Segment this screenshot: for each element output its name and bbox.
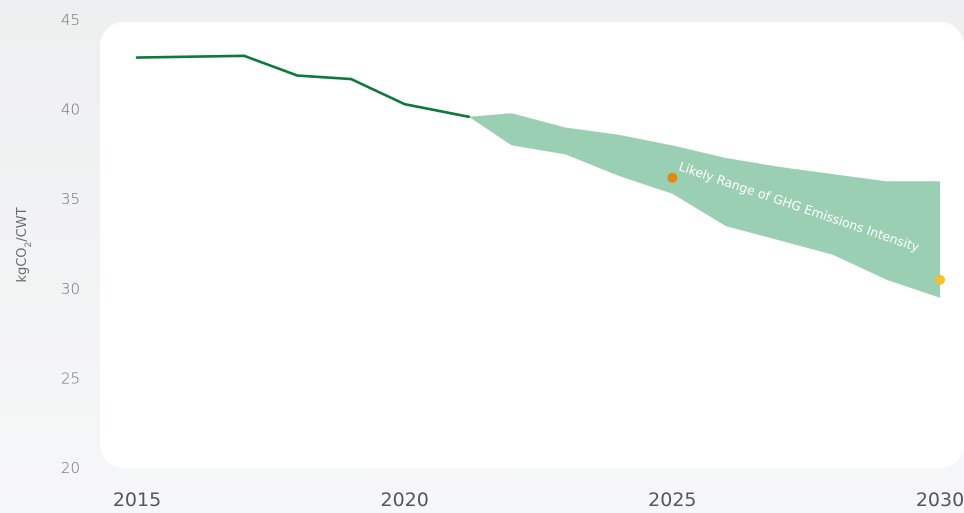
x-axis-ticks: 2015 2020 2025 2030 (113, 489, 964, 511)
y-axis-label-suffix: /CWT (15, 207, 30, 241)
historical-emissions-line (135, 54, 471, 119)
x-tick-label-2020: 2020 (380, 489, 428, 511)
data-point-2 (935, 274, 945, 285)
y-tick-label-45: 45 (61, 11, 80, 29)
y-axis-label-subscript: 2 (24, 242, 34, 248)
plot-panel (100, 22, 964, 468)
y-tick-label-30: 30 (61, 280, 80, 298)
data-points (667, 172, 945, 285)
data-point-1 (667, 172, 678, 183)
likely-range-area (468, 113, 940, 298)
x-tick-label-2015: 2015 (113, 489, 161, 511)
y-axis-ticks: 20 25 30 35 40 45 (61, 11, 80, 477)
y-axis-label-main: kgCO (15, 247, 30, 282)
y-tick-label-25: 25 (61, 369, 80, 387)
x-tick-label-2030: 2030 (916, 489, 964, 511)
y-axis-label: kgCO2/CWT (15, 207, 34, 282)
x-tick-label-2025: 2025 (648, 489, 696, 511)
y-tick-label-35: 35 (61, 190, 80, 208)
y-tick-label-20: 20 (61, 459, 80, 477)
y-tick-label-40: 40 (61, 101, 80, 119)
